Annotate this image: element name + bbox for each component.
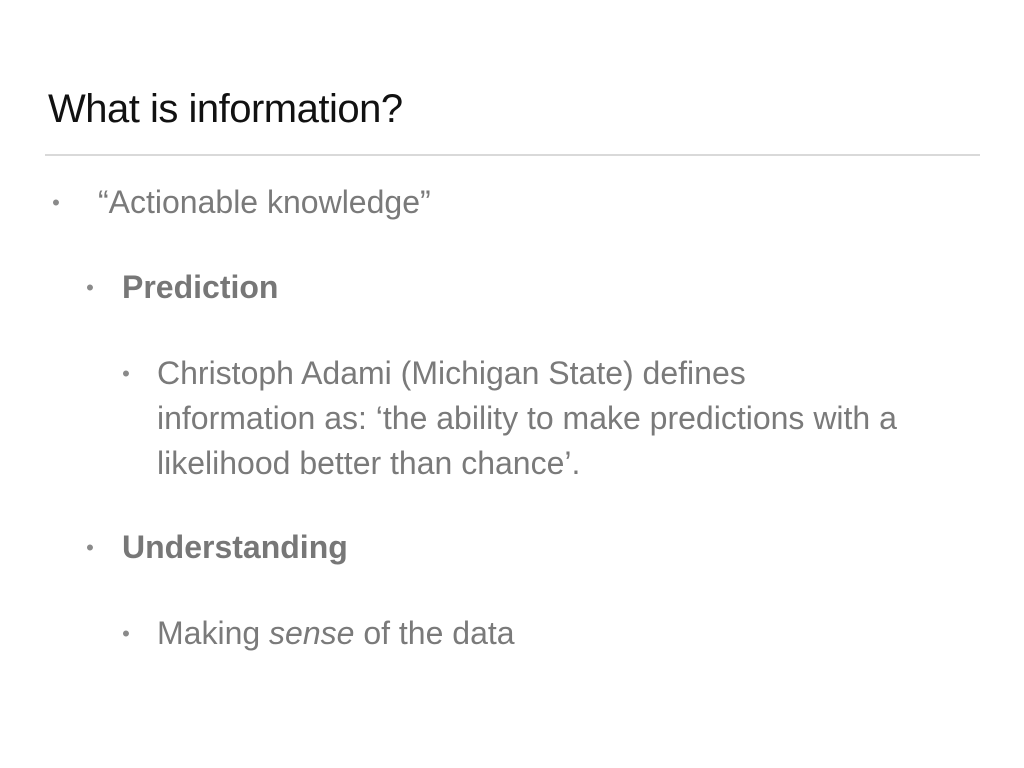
bullet-dot-icon: •	[52, 190, 60, 215]
bullet-text: Understanding	[122, 529, 348, 565]
bullet-text: Christoph Adami (Michigan State) defines…	[157, 351, 977, 486]
bullet-line: Christoph Adami (Michigan State) defines	[157, 355, 746, 391]
bullet-dot-icon: •	[86, 535, 94, 560]
bullet-text: Making sense of the data	[157, 611, 515, 656]
bullet-dot-icon: •	[122, 621, 130, 646]
bullet-text-pre: Making	[157, 615, 270, 651]
bullet-text: “Actionable knowledge”	[98, 184, 431, 220]
slide-title: What is information?	[48, 87, 403, 131]
bullet-text-post: of the data	[354, 615, 515, 651]
bullet-dot-icon: •	[86, 275, 94, 300]
bullet-dot-icon: •	[122, 361, 130, 386]
title-divider	[45, 154, 980, 156]
bullet-text-emphasis: sense	[269, 615, 355, 651]
bullet-text: Prediction	[122, 269, 279, 305]
bullet-line: likelihood better than chance’.	[157, 445, 581, 481]
bullet-line: information as: ‘the ability to make pre…	[157, 400, 897, 436]
